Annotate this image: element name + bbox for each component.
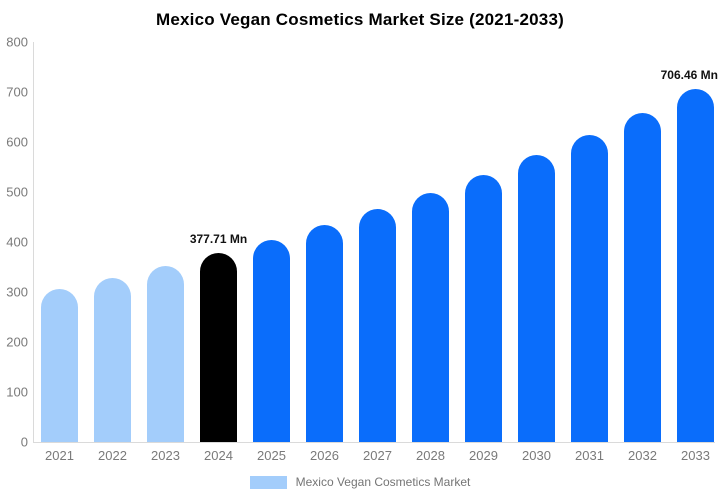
bar-column-2021: 2021 xyxy=(41,42,78,463)
bar-2031 xyxy=(571,134,608,442)
bar-2028 xyxy=(412,192,449,442)
bar-2021 xyxy=(41,288,78,442)
y-tick-0: 0 xyxy=(20,434,28,450)
bar-column-2023: 2023 xyxy=(147,42,184,463)
bar-column-2022: 2022 xyxy=(94,42,131,463)
x-label-2031: 2031 xyxy=(575,448,604,463)
legend: Mexico Vegan Cosmetics Market xyxy=(0,474,720,490)
x-label-2032: 2032 xyxy=(628,448,657,463)
bar-column-2031: 2031 xyxy=(571,42,608,463)
legend-label: Mexico Vegan Cosmetics Market xyxy=(295,475,471,489)
bar-2023 xyxy=(147,265,184,442)
x-label-2029: 2029 xyxy=(469,448,498,463)
x-label-2021: 2021 xyxy=(45,448,74,463)
bars: 2021 2022 2023 377.71 Mn 2024 2025 2026 2027 202… xyxy=(41,42,718,463)
y-tick-200: 200 xyxy=(6,334,28,350)
bar-column-2029: 2029 xyxy=(465,42,502,463)
x-axis-line xyxy=(33,442,715,443)
bar-2027 xyxy=(359,209,396,442)
bar-column-2032: 2032 xyxy=(624,42,661,463)
bar-column-2026: 2026 xyxy=(306,42,343,463)
bar-value-label-2033: 706.46 Mn xyxy=(660,67,718,82)
y-tick-400: 400 xyxy=(6,234,28,250)
legend-swatch xyxy=(249,475,287,489)
x-label-2026: 2026 xyxy=(310,448,339,463)
bar-column-2033: 706.46 Mn 2033 xyxy=(661,42,718,463)
x-label-2027: 2027 xyxy=(363,448,392,463)
bar-2032 xyxy=(624,112,661,442)
x-label-2025: 2025 xyxy=(257,448,286,463)
bar-2022 xyxy=(94,277,131,442)
y-axis-line xyxy=(33,42,34,443)
y-tick-100: 100 xyxy=(6,384,28,400)
bar-2025 xyxy=(253,239,290,442)
y-tick-700: 700 xyxy=(6,84,28,100)
y-tick-600: 600 xyxy=(6,134,28,150)
bar-2029 xyxy=(465,174,502,442)
bar-value-label-2024: 377.71 Mn xyxy=(189,232,248,247)
x-label-2033: 2033 xyxy=(681,448,710,463)
x-label-2023: 2023 xyxy=(151,448,180,463)
bar-2024 xyxy=(200,253,237,442)
bar-column-2025: 2025 xyxy=(253,42,290,463)
bar-column-2030: 2030 xyxy=(518,42,555,463)
bar-column-2027: 2027 xyxy=(359,42,396,463)
x-label-2022: 2022 xyxy=(98,448,127,463)
x-label-2028: 2028 xyxy=(416,448,445,463)
bar-2030 xyxy=(518,155,555,442)
y-tick-500: 500 xyxy=(6,184,28,200)
y-tick-300: 300 xyxy=(6,284,28,300)
bar-2026 xyxy=(306,224,343,442)
chart-title: Mexico Vegan Cosmetics Market Size (2021… xyxy=(156,10,564,29)
bar-column-2028: 2028 xyxy=(412,42,449,463)
x-label-2030: 2030 xyxy=(522,448,551,463)
bar-column-2024: 377.71 Mn 2024 xyxy=(190,42,247,463)
bar-2033 xyxy=(677,88,714,442)
x-label-2024: 2024 xyxy=(204,448,233,463)
y-tick-800: 800 xyxy=(6,34,28,50)
